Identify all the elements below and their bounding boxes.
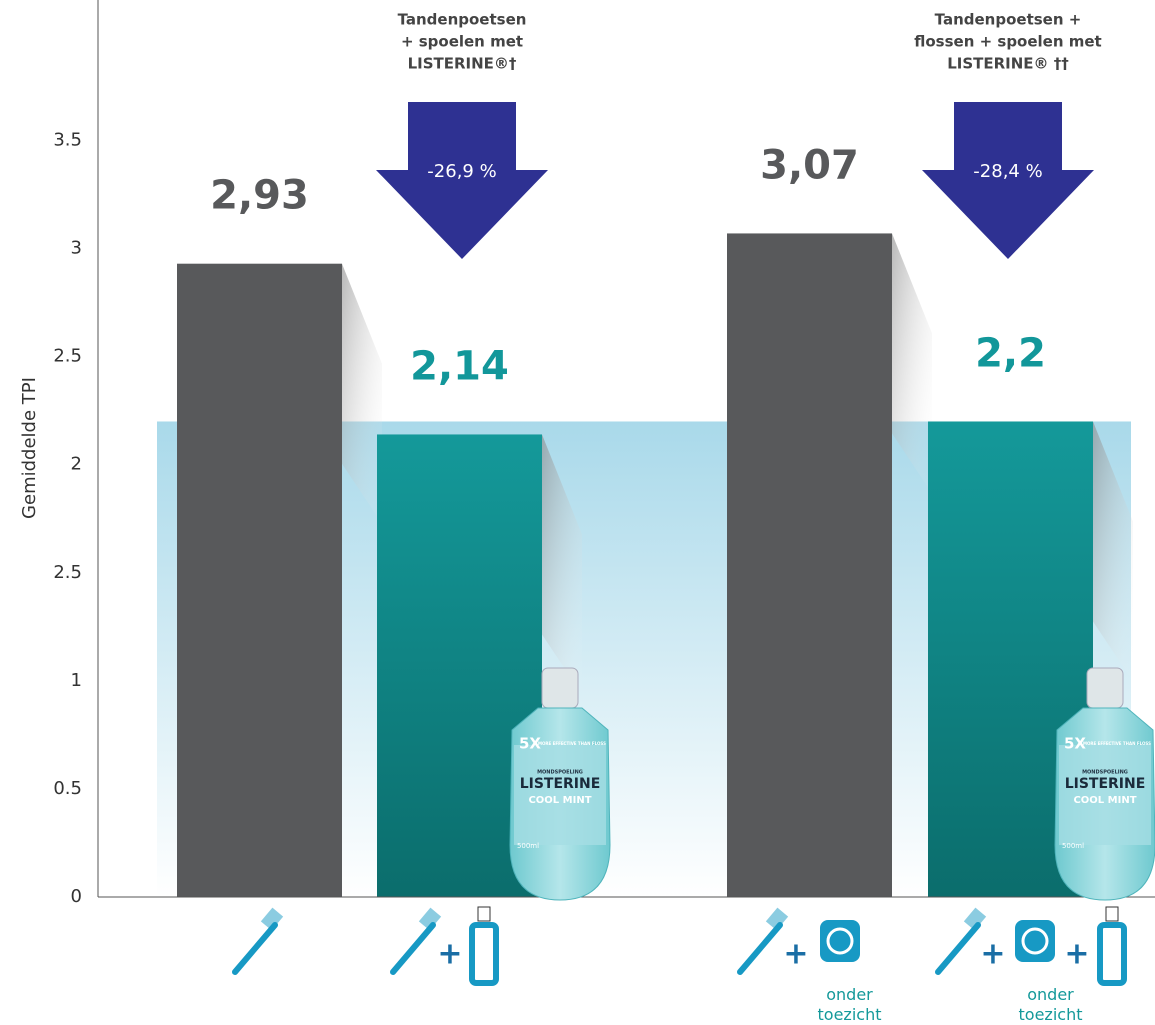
- bottle-sub: MONDSPOELING: [537, 770, 583, 776]
- bottle-badge: 5X: [519, 735, 541, 753]
- bottle-sub: MONDSPOELING: [1082, 770, 1128, 776]
- value-label: 2,2: [975, 330, 1046, 376]
- value-label: 2,93: [210, 173, 309, 219]
- bottle-label-bg: [514, 745, 606, 845]
- icon-bottle-cap: [1105, 906, 1119, 922]
- value-label: 3,07: [760, 142, 859, 188]
- bottle-claim: MORE EFFECTIVE THAN FLOSS: [1083, 741, 1151, 746]
- icon-plus: +: [980, 937, 1005, 972]
- icon-bottle-cap: [477, 906, 491, 922]
- icon-toothbrush: [232, 922, 278, 975]
- bottle-variant: COOL MINT: [528, 795, 591, 806]
- icon-bottle: [1097, 922, 1127, 986]
- group-title: Tandenpoetsen +: [935, 11, 1082, 29]
- icon-bristles: [418, 907, 442, 931]
- bottle-label-bg: [1059, 745, 1151, 845]
- y-tick-label: 0.5: [53, 778, 82, 799]
- group-title: LISTERINE® ††: [947, 55, 1069, 73]
- icon-bottle: [469, 922, 499, 986]
- y-tick-label: 3.5: [53, 129, 82, 150]
- icon-floss-ring: [1021, 927, 1049, 955]
- icon-bristles: [963, 907, 987, 931]
- reduction-arrow: [922, 102, 1094, 259]
- bar-shadow: [342, 263, 382, 524]
- y-axis-label: Gemiddelde TPI: [19, 377, 40, 519]
- icon-toothbrush: [390, 922, 436, 975]
- value-label: 2,14: [410, 343, 509, 389]
- bar-shadow: [542, 434, 582, 695]
- x-tick-label: onder toezicht: [818, 985, 882, 1024]
- bar-shadow: [892, 233, 932, 494]
- bar: [727, 233, 892, 897]
- group-title: LISTERINE®†: [408, 55, 517, 73]
- bottle-badge: 5X: [1064, 735, 1086, 753]
- bottle-volume: 500ml: [517, 842, 539, 850]
- icon-bristles: [260, 907, 284, 931]
- bottle-volume: 500ml: [1062, 842, 1084, 850]
- arrow-label: -28,4 %: [973, 161, 1042, 182]
- icon-plus: +: [437, 937, 462, 972]
- icon-floss-ring: [826, 927, 854, 955]
- x-tick-label: onder toezicht: [1019, 985, 1083, 1024]
- icon-plus: +: [1064, 937, 1089, 972]
- bottle-variant: COOL MINT: [1073, 795, 1136, 806]
- bottle-claim: MORE EFFECTIVE THAN FLOSS: [538, 741, 606, 746]
- icon-plus: +: [783, 937, 808, 972]
- y-tick-label: 2.5: [53, 346, 82, 367]
- bottle-brand: LISTERINE: [520, 776, 601, 792]
- arrow-label: -26,9 %: [427, 161, 496, 182]
- y-tick-label: 1: [71, 670, 82, 691]
- icon-bristles: [765, 907, 789, 931]
- y-tick-label: 2.5: [53, 562, 82, 583]
- bar: [177, 263, 342, 897]
- icon-floss: [820, 920, 860, 962]
- y-tick-label: 3: [71, 238, 82, 259]
- icon-floss: [1015, 920, 1055, 962]
- bar-shadow: [1093, 421, 1133, 682]
- bottle-brand: LISTERINE: [1065, 776, 1146, 792]
- bottle-cap: [541, 667, 579, 709]
- group-title: + spoelen met: [401, 33, 523, 51]
- y-tick-label: 0: [71, 886, 82, 907]
- icon-toothbrush: [737, 922, 783, 975]
- reduction-arrow: [376, 102, 548, 259]
- y-tick-label: 2: [71, 454, 82, 475]
- icon-toothbrush: [935, 922, 981, 975]
- group-title: flossen + spoelen met: [914, 33, 1101, 51]
- group-title: Tandenpoetsen: [398, 11, 527, 29]
- bottle-cap: [1086, 667, 1124, 709]
